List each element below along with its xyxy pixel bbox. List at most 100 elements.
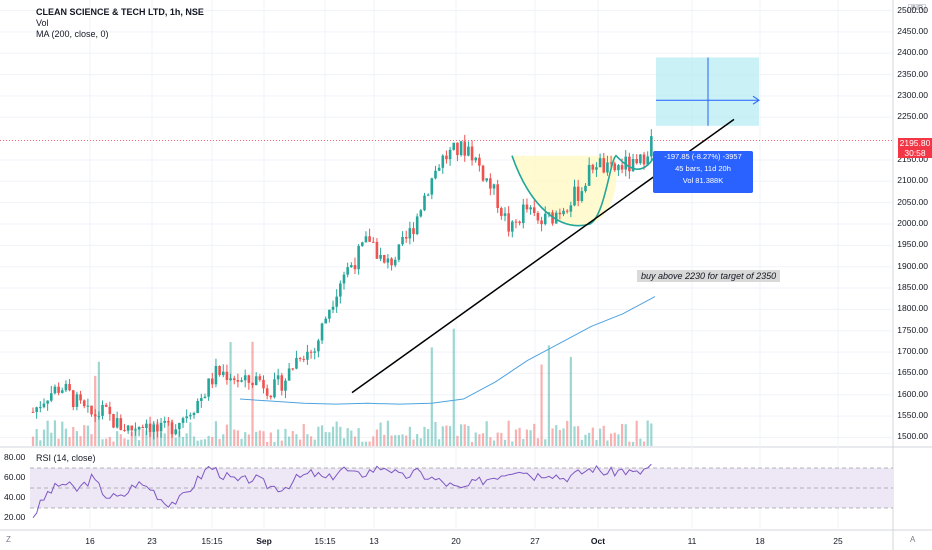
volume-bar [302, 424, 305, 446]
volume-bar [97, 361, 100, 446]
volume-bar [452, 328, 455, 446]
candle-body [595, 167, 598, 170]
candle-body [196, 400, 199, 414]
volume-bar [547, 345, 550, 446]
time-tick-label: 15:15 [314, 536, 336, 546]
candle-body [434, 170, 437, 179]
candle-body [108, 406, 112, 415]
candle-body [606, 162, 609, 173]
candle-body [269, 395, 273, 398]
volume-bar [503, 439, 507, 446]
candle-body [540, 220, 543, 225]
volume-bar [631, 441, 635, 446]
price-tick-label: 2350.00 [897, 68, 928, 79]
candle-body [284, 380, 287, 391]
auto-scale-button[interactable]: A [910, 535, 916, 544]
candle-body [254, 376, 258, 386]
volume-legend[interactable]: Vol [36, 18, 49, 28]
volume-bar [116, 431, 119, 446]
candle-body [243, 375, 247, 381]
timezone-button[interactable]: Z [6, 535, 11, 544]
volume-bar [595, 440, 598, 446]
price-tick-label: 2100.00 [897, 175, 928, 186]
candle-body [167, 420, 170, 423]
rsi-tick-label: 20.00 [4, 512, 26, 522]
volume-bar [569, 356, 572, 446]
volume-bar [64, 428, 68, 446]
volume-bar [90, 434, 93, 446]
candle-body [554, 212, 558, 224]
time-tick-label: 23 [147, 536, 157, 546]
candle-body [42, 403, 46, 408]
candle-body [236, 380, 240, 382]
ma-legend[interactable]: MA (200, close, 0) [36, 29, 109, 39]
volume-bar [650, 423, 653, 446]
rsi-legend[interactable]: RSI (14, close) [36, 453, 96, 463]
candle-body [225, 371, 229, 380]
volume-bar [72, 427, 75, 446]
candle-body [280, 375, 284, 391]
rsi-tick-label: 40.00 [4, 492, 26, 502]
price-tick-label: 1800.00 [897, 303, 928, 314]
candle-body [511, 221, 514, 232]
candle-body [404, 236, 408, 239]
volume-bar [42, 429, 46, 446]
trade-note[interactable]: buy above 2230 for target of 2350 [637, 270, 781, 282]
volume-bar [606, 440, 609, 446]
candle-body [646, 156, 649, 165]
volume-bar [53, 420, 57, 446]
volume-bar [152, 422, 155, 446]
volume-bar [489, 437, 492, 446]
candle-body [452, 142, 456, 150]
last-price-value: 2195.80 [899, 138, 931, 148]
volume-bar [628, 441, 631, 446]
volume-bar [214, 421, 218, 446]
volume-bar [390, 435, 393, 446]
volume-bar [573, 426, 576, 446]
candle-body [174, 429, 177, 435]
volume-bar [141, 428, 144, 446]
volume-bar [262, 431, 265, 446]
candle-body [35, 407, 38, 413]
volume-bar [211, 436, 214, 446]
candle-body [240, 380, 243, 382]
volume-bar [295, 434, 298, 446]
volume-bar [551, 428, 554, 446]
candle-body [485, 178, 488, 181]
candle-body [562, 210, 565, 215]
volume-bar [445, 425, 448, 446]
candle-body [207, 378, 210, 397]
candle-body [68, 383, 71, 391]
candle-body [130, 425, 134, 431]
volume-bar [320, 425, 324, 446]
candle-body [543, 213, 547, 225]
rsi-tick-label: 80.00 [4, 452, 26, 462]
candle-body [64, 383, 68, 391]
volume-bar [467, 425, 470, 446]
candle-body [459, 141, 463, 156]
candle-body [126, 425, 130, 431]
volume-bar [536, 438, 540, 446]
volume-bar [372, 436, 375, 446]
volume-bar [449, 426, 452, 446]
candle-body [31, 411, 35, 413]
volume-bar [130, 432, 133, 446]
volume-bar [496, 432, 499, 446]
symbol-title[interactable]: CLEAN SCIENCE & TECH LTD, 1h, NSE [36, 7, 204, 17]
volume-bar [328, 432, 331, 446]
volume-bar [83, 425, 86, 446]
volume-bar [31, 436, 35, 446]
time-tick-label: 16 [85, 536, 95, 546]
candle-body [287, 368, 291, 381]
candle-body [79, 394, 82, 401]
candle-body [185, 416, 188, 419]
volume-bar [357, 428, 360, 446]
candle-body [598, 158, 602, 168]
volume-bar [522, 439, 525, 446]
candle-body [642, 154, 646, 165]
candle-body [221, 371, 225, 376]
candle-body [532, 207, 536, 213]
volume-bar [251, 341, 254, 446]
volume-bar [79, 436, 82, 446]
